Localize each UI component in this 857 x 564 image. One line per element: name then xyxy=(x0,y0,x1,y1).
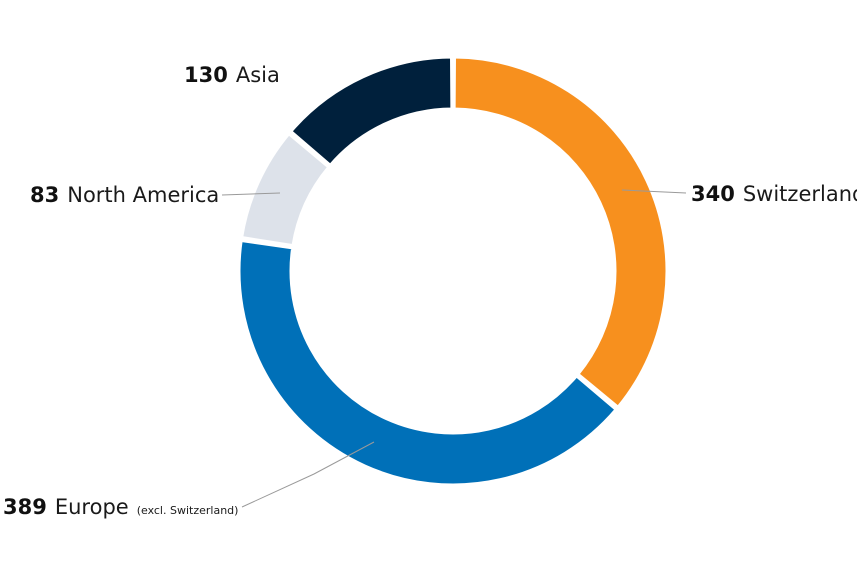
leader-line-europe xyxy=(241,441,375,508)
name-europe: Europe xyxy=(55,495,129,519)
value-switzerland: 340 xyxy=(691,182,735,206)
leader-line-north-america xyxy=(221,192,281,196)
slice-north-america xyxy=(239,131,331,248)
slice-asia xyxy=(288,55,454,168)
donut-slices xyxy=(237,55,669,487)
label-north-america: 83 North America xyxy=(30,183,219,207)
leader-line-switzerland xyxy=(621,189,687,194)
name-north-america: North America xyxy=(67,183,219,207)
slice-switzerland xyxy=(452,55,669,410)
name-switzerland: Switzerland xyxy=(743,182,857,206)
name-asia: Asia xyxy=(236,63,280,87)
label-switzerland: 340 Switzerland xyxy=(691,182,857,206)
leader-lines xyxy=(221,189,687,508)
value-asia: 130 xyxy=(184,63,228,87)
value-europe: 389 xyxy=(3,495,47,519)
slice-europe xyxy=(237,238,619,487)
note-europe: (excl. Switzerland) xyxy=(137,504,239,517)
label-europe: 389 Europe (excl. Switzerland) xyxy=(3,495,238,519)
value-north-america: 83 xyxy=(30,183,59,207)
label-asia: 130 Asia xyxy=(184,63,280,87)
